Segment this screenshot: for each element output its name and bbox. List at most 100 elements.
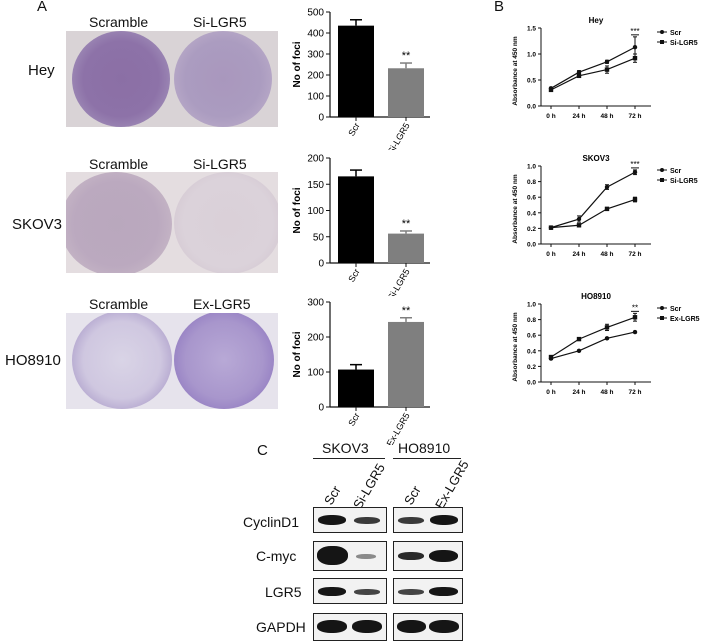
y-tick-label: 0.8 (527, 317, 536, 324)
y-axis-label: No of foci (292, 187, 303, 233)
legend-marker (660, 40, 664, 44)
y-tick-label: 1.0 (527, 52, 536, 59)
blot-band (429, 620, 459, 633)
x-tick-label: 72 h (628, 251, 641, 258)
plate-label-treatment: Ex-LGR5 (193, 296, 251, 312)
data-point (632, 315, 638, 320)
dish-treatment (174, 31, 272, 127)
y-axis-label: Absorbance at 450 nm (512, 36, 519, 106)
colony-plate-photo (66, 313, 278, 409)
significance-mark: *** (630, 160, 639, 169)
plate-label-scramble: Scramble (89, 156, 149, 172)
y-tick-label: 400 (307, 29, 324, 40)
x-tick-label: 48 h (600, 389, 613, 396)
legend-label: Si-LGR5 (670, 178, 698, 185)
series-line-0 (550, 331, 636, 360)
blot-group-ho8910: HO8910 (398, 440, 451, 456)
dish-scramble (72, 31, 170, 127)
series-line-0 (550, 46, 636, 89)
y-tick-label: 200 (307, 71, 324, 82)
blot-strip (393, 541, 463, 571)
data-point (548, 225, 554, 230)
legend-label: Scr (670, 30, 682, 37)
blot-band (352, 620, 382, 633)
colony-plate-photo (66, 172, 278, 273)
y-tick-label: 0.6 (527, 195, 536, 202)
blot-band (318, 587, 346, 596)
blot-band (317, 620, 347, 633)
y-tick-label: 0.0 (527, 380, 536, 387)
blot-band (398, 552, 424, 560)
series-line-0 (550, 171, 636, 229)
legend-label: Si-LGR5 (670, 40, 698, 47)
blot-row-label: C-myc (256, 548, 297, 564)
x-tick-label: 24 h (572, 251, 585, 258)
legend-label: Scr (670, 306, 682, 313)
blot-strip (393, 578, 463, 604)
y-axis-label: Absorbance at 450 nm (512, 174, 519, 244)
y-tick-label: 1.0 (527, 164, 536, 171)
data-point (604, 184, 610, 190)
y-axis-label: Absorbance at 450 nm (512, 312, 519, 382)
y-tick-label: 50 (313, 232, 325, 243)
lane-label: Scr (321, 483, 344, 508)
line-chart-hey: Hey 0.0 0.5 1.0 1.5 0 h 24 h 48 h 72 h Absorbance… (512, 16, 698, 120)
y-tick-label: 100 (307, 206, 324, 217)
legend-marker (660, 30, 664, 34)
blot-strip (393, 613, 463, 641)
data-point (576, 216, 582, 222)
x-tick-label: Scr (346, 411, 361, 428)
significance-mark: ** (402, 218, 411, 230)
dish-treatment (174, 172, 278, 273)
y-tick-label: 0.5 (527, 78, 536, 85)
data-point (604, 325, 610, 330)
y-tick-label: 0.6 (527, 333, 536, 340)
legend-marker (660, 168, 664, 172)
y-tick-label: 1.5 (527, 26, 536, 33)
y-tick-label: 0.4 (527, 348, 536, 355)
y-tick-label: 100 (307, 92, 324, 103)
panel-letter-c: C (257, 442, 268, 459)
cell-name-skov3: SKOV3 (12, 216, 63, 233)
plate-label-treatment: Si-LGR5 (193, 14, 247, 30)
x-tick-label: 72 h (628, 389, 641, 396)
x-tick-label: Scr (346, 121, 361, 138)
y-tick-label: 0.4 (527, 210, 536, 217)
blot-band (429, 587, 458, 596)
y-axis-label: No of foci (292, 331, 303, 377)
legend-label: Scr (670, 168, 682, 175)
lane-label: Ex-LGR5 (432, 457, 472, 512)
y-tick-label: 200 (307, 154, 324, 165)
x-tick-label: 24 h (572, 389, 585, 396)
data-point (632, 197, 638, 202)
data-point (548, 87, 554, 93)
blot-strip (313, 578, 387, 604)
blot-strip (393, 507, 463, 533)
group-underline (313, 458, 385, 459)
data-point (632, 45, 638, 50)
bar-si-lgr5 (388, 233, 424, 263)
y-tick-label: 0.0 (527, 242, 536, 249)
x-tick-label: 72 h (628, 113, 641, 120)
x-tick-label: 0 h (546, 251, 555, 258)
colony-plate-photo (66, 31, 278, 127)
lane-label: Scr (401, 483, 424, 508)
y-tick-label: 0.2 (527, 226, 536, 233)
blot-strip (313, 507, 387, 533)
data-point (576, 223, 582, 228)
data-point (604, 67, 610, 72)
blot-band (397, 620, 426, 633)
lane-label: Si-LGR5 (350, 460, 388, 512)
blot-row-label: LGR5 (265, 584, 302, 600)
data-point (576, 73, 582, 79)
chart-title: Hey (589, 16, 604, 25)
group-underline (393, 458, 461, 459)
data-point (632, 329, 638, 335)
y-tick-label: 300 (307, 298, 324, 309)
plate-label-treatment: Si-LGR5 (193, 156, 247, 172)
y-tick-label: 0.0 (527, 104, 536, 111)
blot-band (398, 517, 424, 524)
bar-scr (338, 176, 374, 263)
